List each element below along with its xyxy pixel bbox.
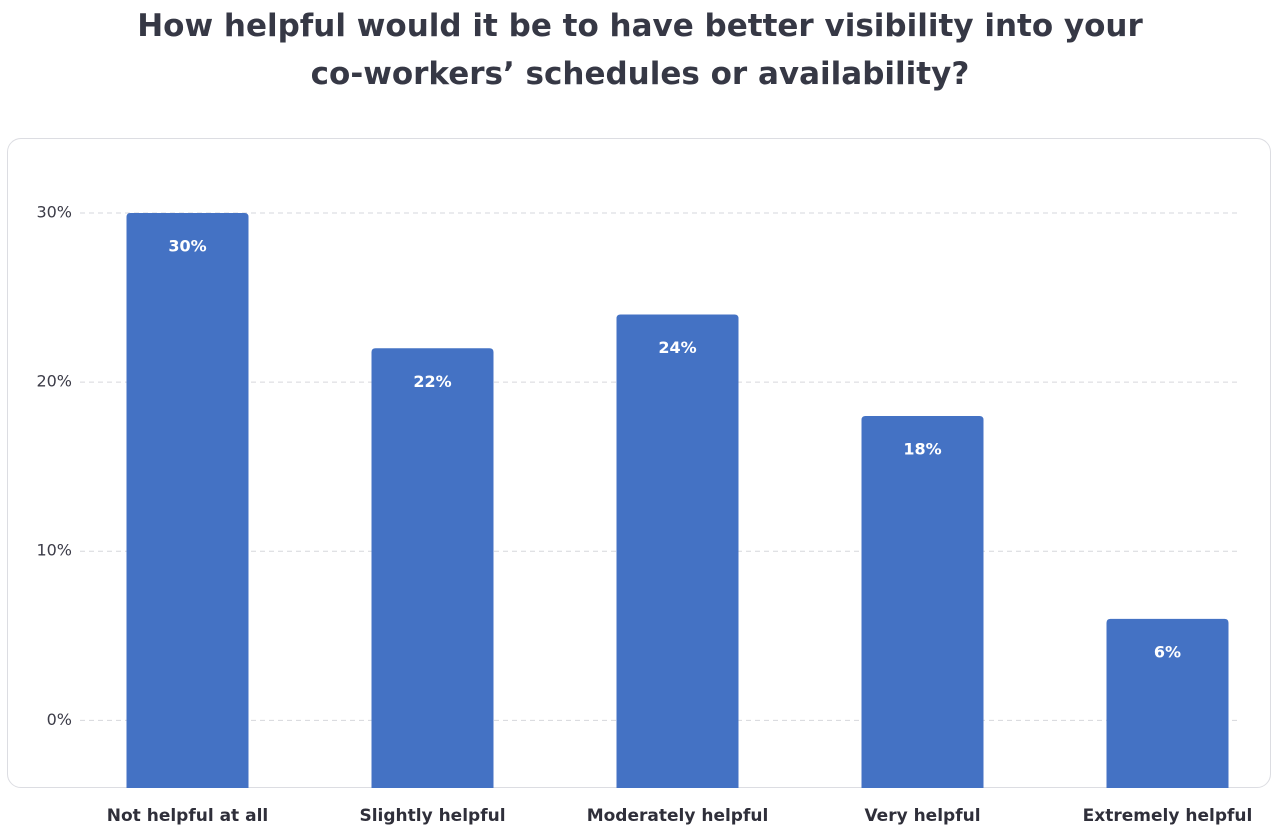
value-label: 18% — [903, 439, 941, 458]
value-label: 22% — [413, 372, 451, 391]
value-label: 30% — [168, 237, 206, 256]
y-tick-label: 0% — [47, 710, 72, 729]
bar — [1106, 618, 1229, 788]
y-tick-label: 10% — [36, 541, 72, 560]
x-tick-label: Not helpful at all — [107, 806, 268, 826]
bar — [371, 348, 494, 788]
bar — [126, 213, 249, 788]
x-tick-label: Very helpful — [864, 806, 980, 826]
x-tick-label: Extremely helpful — [1083, 806, 1253, 826]
x-tick-label: Moderately helpful — [587, 806, 769, 826]
bar — [861, 415, 984, 788]
value-label: 6% — [1154, 642, 1181, 661]
y-tick-label: 30% — [36, 203, 72, 222]
chart-title: How helpful would it be to have better v… — [137, 8, 1143, 92]
y-tick-label: 20% — [36, 372, 72, 391]
bar — [616, 314, 739, 788]
x-tick-label: Slightly helpful — [359, 806, 505, 826]
value-label: 24% — [658, 338, 696, 357]
